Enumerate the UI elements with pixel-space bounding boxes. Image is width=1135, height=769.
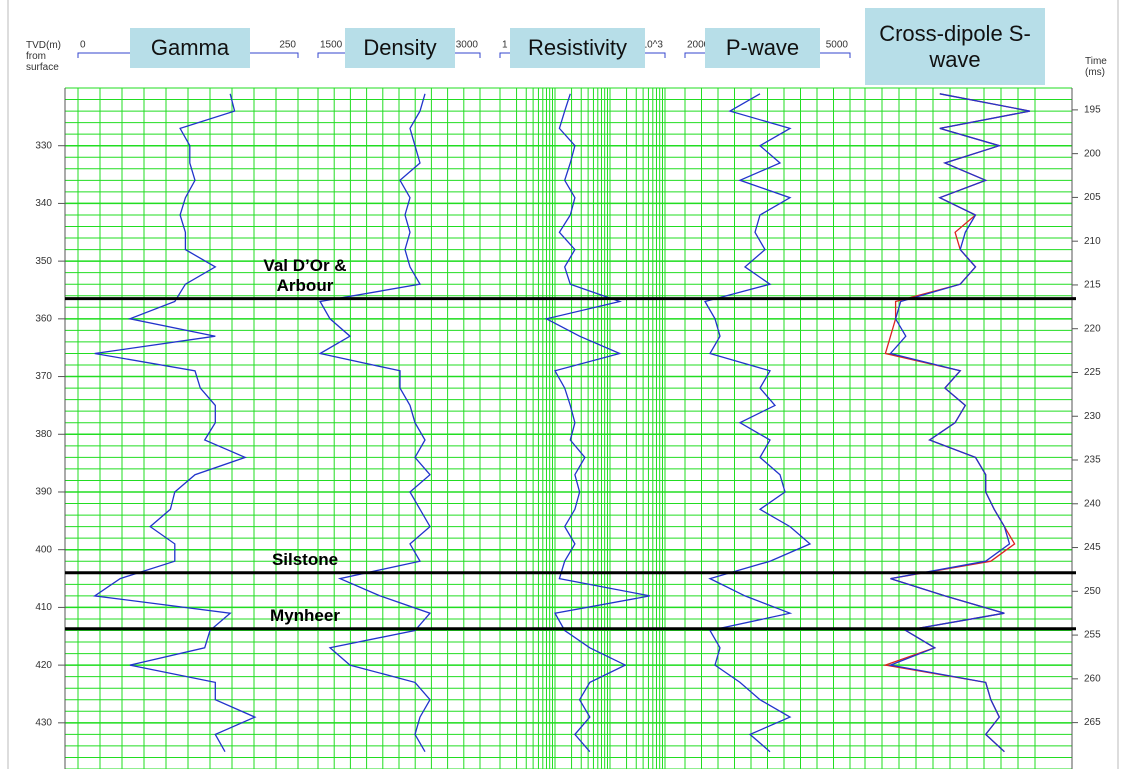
track-title: Density: [345, 28, 455, 68]
x-tick-label: 0: [80, 40, 86, 51]
track-title: Resistivity: [510, 28, 645, 68]
y2-tick-label: 200: [1084, 148, 1101, 159]
x-tick-label: 1500: [320, 40, 343, 51]
y2-tick-label: 250: [1084, 586, 1101, 597]
track-title: Gamma: [130, 28, 250, 68]
y-tick-label: 400: [35, 544, 52, 555]
curves: [92, 93, 1031, 753]
y2-tick-label: 245: [1084, 542, 1101, 553]
y2-tick-label: 205: [1084, 192, 1101, 203]
y2-tick-label: 260: [1084, 673, 1101, 684]
log-curve: [318, 93, 432, 753]
x-tick-label: 1: [502, 40, 508, 51]
y-tick-label: 410: [35, 602, 52, 613]
y2-tick-label: 255: [1084, 630, 1101, 641]
y2-tick-label: 240: [1084, 498, 1101, 509]
horizon-label: Val D’Or & Arbour: [263, 255, 347, 295]
y2-tick-label: 220: [1084, 323, 1101, 334]
y-tick-label: 430: [35, 717, 52, 728]
y-tick-label: 370: [35, 371, 52, 382]
y2-tick-label: 265: [1084, 717, 1101, 728]
x-tick-label: 5000: [826, 40, 849, 51]
horizon-label: Mynheer: [270, 605, 340, 625]
y2-tick-label: 210: [1084, 236, 1101, 247]
y2-tick-label: 230: [1084, 411, 1101, 422]
x-tick-label: 2000: [687, 40, 710, 51]
y2-tick-label: 225: [1084, 367, 1101, 378]
x-tick-label: 250: [279, 40, 296, 51]
y-tick-label: 330: [35, 140, 52, 151]
y-tick-label: 380: [35, 429, 52, 440]
x-tick-label: 10^3: [642, 40, 664, 51]
log-curve: [888, 93, 1031, 753]
y-tick-label: 390: [35, 487, 52, 498]
log-curve: [92, 93, 257, 753]
y-tick-label: 420: [35, 660, 52, 671]
y-axis-label: TVD(m) from surface: [26, 40, 61, 73]
grid: [65, 87, 1072, 769]
y2-tick-label: 235: [1084, 455, 1101, 466]
y2-axis-label: Time (ms): [1085, 56, 1107, 78]
y-tick-label: 340: [35, 198, 52, 209]
y2-tick-label: 215: [1084, 280, 1101, 291]
track-title: P-wave: [705, 28, 820, 68]
log-curve: [544, 93, 650, 753]
y-tick-label: 360: [35, 313, 52, 324]
track-title: Cross-dipole S-wave: [865, 8, 1045, 85]
x-tick-label: 3000: [456, 40, 479, 51]
horizon-label: Silstone: [271, 549, 339, 569]
y2-tick-label: 195: [1084, 105, 1101, 116]
y-tick-label: 350: [35, 256, 52, 267]
log-curve: [704, 93, 812, 753]
